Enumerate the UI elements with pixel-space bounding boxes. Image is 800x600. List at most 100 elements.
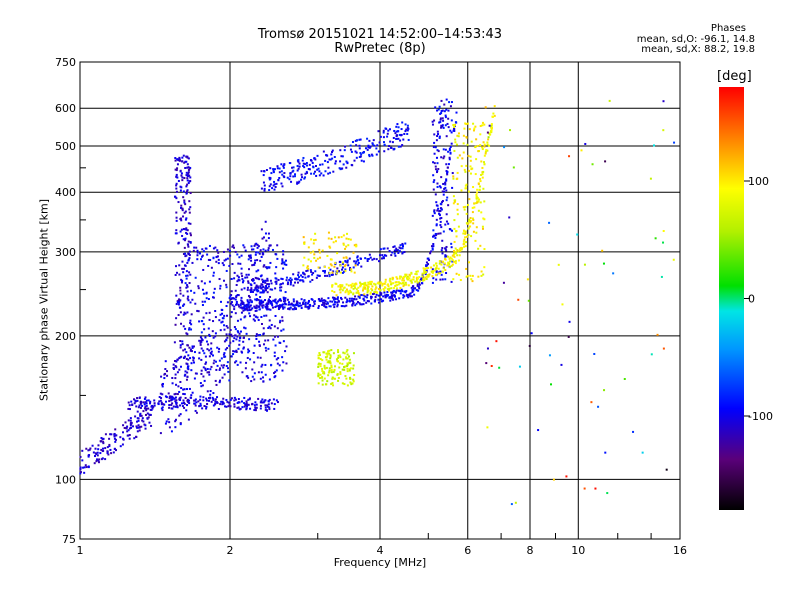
data-point: [475, 195, 478, 198]
data-point: [180, 219, 183, 222]
data-point: [485, 149, 488, 152]
data-point: [303, 242, 306, 245]
data-point: [455, 272, 458, 275]
data-point: [119, 436, 122, 439]
data-point: [393, 249, 396, 252]
data-point: [230, 315, 233, 318]
data-point: [436, 109, 439, 112]
data-point: [398, 282, 401, 285]
data-point: [179, 311, 182, 314]
data-point: [185, 231, 188, 234]
data-point: [308, 303, 311, 306]
data-point: [278, 341, 281, 344]
data-point: [211, 330, 214, 333]
data-point: [357, 286, 360, 289]
data-point: [287, 303, 290, 306]
data-point: [433, 141, 436, 144]
data-point: [300, 307, 303, 310]
data-point: [106, 450, 109, 453]
data-point: [268, 189, 271, 192]
data-point: [182, 294, 185, 297]
data-point: [432, 264, 435, 267]
data-point: [274, 314, 277, 317]
data-point: [476, 200, 479, 203]
data-point: [473, 127, 476, 130]
data-point: [240, 306, 243, 309]
data-point: [435, 223, 438, 226]
data-point: [257, 397, 260, 400]
data-point: [141, 419, 144, 422]
data-point: [392, 298, 395, 301]
data-point: [330, 258, 333, 261]
data-point: [446, 196, 449, 199]
data-point: [227, 401, 230, 404]
data-point: [270, 363, 273, 366]
data-point: [375, 293, 378, 296]
data-point: [288, 162, 291, 165]
scatter-points: [79, 98, 676, 506]
data-point: [448, 149, 451, 152]
data-point: [225, 339, 228, 342]
data-point: [248, 309, 251, 312]
data-point: [454, 230, 457, 233]
data-point: [469, 220, 472, 223]
data-point: [249, 299, 252, 302]
data-point: [273, 355, 276, 358]
data-point: [218, 278, 221, 281]
data-point: [445, 213, 448, 216]
data-point: [269, 288, 272, 291]
data-point: [337, 356, 340, 359]
data-point: [234, 250, 237, 253]
data-point: [183, 355, 186, 358]
data-point: [183, 311, 186, 314]
data-point: [240, 267, 243, 270]
data-point: [179, 286, 182, 289]
data-point: [169, 395, 172, 398]
data-point: [445, 98, 448, 101]
data-point: [254, 406, 257, 409]
data-point: [373, 291, 376, 294]
data-point: [299, 279, 302, 282]
data-point: [178, 397, 181, 400]
data-point: [355, 245, 358, 248]
data-point: [439, 117, 442, 120]
data-point: [206, 390, 209, 393]
data-point: [355, 302, 358, 305]
data-point: [266, 405, 269, 408]
data-point: [482, 187, 485, 190]
data-point: [259, 249, 262, 252]
data-point: [226, 314, 229, 317]
data-point: [129, 417, 132, 420]
data-point: [226, 347, 229, 350]
data-point: [329, 362, 332, 365]
data-point: [137, 424, 140, 427]
data-point: [654, 237, 657, 240]
data-point: [427, 257, 430, 260]
data-point: [179, 217, 182, 220]
data-point: [417, 277, 420, 280]
data-point: [331, 289, 334, 292]
data-point: [268, 398, 271, 401]
data-point: [415, 273, 418, 276]
data-point: [219, 300, 222, 303]
data-point: [213, 287, 216, 290]
data-point: [171, 382, 174, 385]
data-point: [341, 268, 344, 271]
data-point: [190, 350, 193, 353]
data-point: [190, 394, 193, 397]
data-point: [330, 382, 333, 385]
data-point: [232, 350, 235, 353]
data-point: [467, 190, 470, 193]
data-point: [259, 303, 262, 306]
data-point: [317, 266, 320, 269]
data-point: [97, 444, 100, 447]
data-point: [465, 183, 468, 186]
data-point: [199, 404, 202, 407]
data-point: [200, 255, 203, 258]
data-point: [304, 176, 307, 179]
data-point: [191, 346, 194, 349]
data-point: [358, 293, 361, 296]
data-point: [337, 351, 340, 354]
data-point: [79, 466, 82, 469]
